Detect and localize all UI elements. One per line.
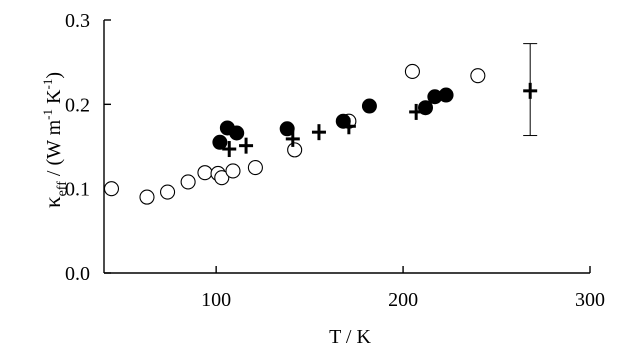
data-point-plus [409, 103, 424, 120]
y-axis-label-mid: K [43, 89, 65, 109]
data-point-plus [341, 118, 356, 135]
data-point-filled-circle [279, 121, 295, 137]
series-filled-circle [212, 87, 454, 150]
y-axis-label-subscript: eff [55, 181, 70, 197]
data-point-open-circle [247, 160, 263, 176]
y-tick-label: 0.1 [65, 179, 90, 201]
data-point-open-circle [139, 189, 155, 205]
data-point-open-circle [404, 63, 420, 79]
x-axis-label: T / K [329, 326, 371, 348]
y-axis-label-exp2: -1 [40, 79, 55, 90]
data-point-open-circle [160, 184, 176, 200]
data-point-open-circle [214, 170, 230, 186]
y-ticks: 0.0 0.1 0.2 0.3 [65, 10, 111, 285]
x-tick-label: 300 [575, 289, 605, 311]
data-point-open-circle [470, 68, 486, 84]
data-point-filled-circle [361, 98, 377, 114]
x-tick-label: 200 [388, 289, 418, 311]
data-point-plus [285, 130, 300, 147]
series-open-circle [103, 63, 486, 205]
y-axis-label-symbol: κ [40, 196, 65, 208]
data-point-filled-circle [212, 134, 228, 150]
data-marks [103, 43, 538, 205]
y-tick-label: 0.0 [65, 263, 90, 285]
y-axis-label: κeff / (W m-1 K-1) [40, 72, 70, 208]
x-ticks: 100 200 300 [201, 266, 605, 311]
data-point-open-circle [287, 142, 303, 158]
data-point-open-circle [180, 174, 196, 190]
data-point-plus [523, 82, 538, 99]
data-point-plus [222, 141, 237, 158]
y-tick-label: 0.2 [65, 94, 90, 116]
axes [103, 20, 590, 274]
data-point-open-circle [103, 181, 120, 197]
data-point-open-circle [197, 165, 213, 181]
y-axis-label-exp1: -1 [40, 109, 55, 120]
series-plus [222, 82, 538, 158]
x-tick-label: 100 [201, 289, 231, 311]
data-point-plus [239, 137, 254, 154]
data-point-open-circle [225, 163, 241, 179]
data-point-plus [311, 124, 326, 141]
y-tick-label: 0.3 [65, 10, 90, 32]
y-axis-label-end: ) [43, 72, 65, 79]
data-point-filled-circle [438, 87, 454, 103]
data-point-filled-circle [229, 125, 245, 141]
y-axis-label-sep: / (W m [43, 119, 65, 181]
